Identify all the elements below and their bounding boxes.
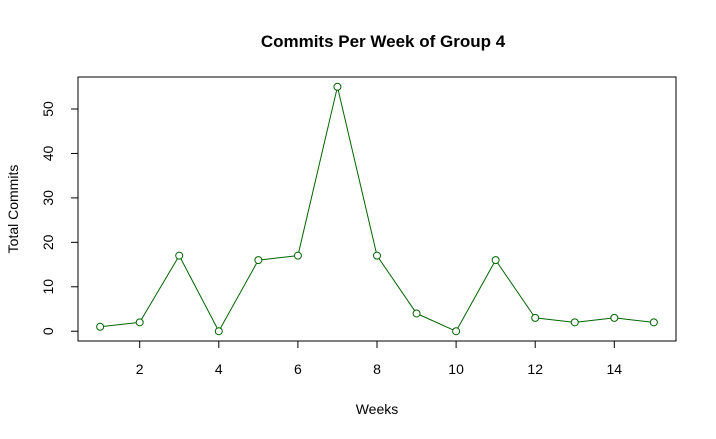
- data-point: [175, 251, 184, 260]
- y-tick-label: 40: [40, 145, 56, 161]
- series-line-segment: [497, 262, 534, 316]
- y-tick-label: 20: [40, 234, 56, 250]
- y-tick-label: 0: [40, 327, 56, 335]
- data-point: [452, 327, 461, 336]
- series-line-segment: [457, 262, 495, 329]
- series-line-segment: [180, 258, 218, 329]
- series-line-segment: [419, 314, 454, 331]
- y-tick-label: 10: [40, 279, 56, 295]
- series-line-segment: [220, 262, 258, 329]
- data-point: [531, 313, 540, 322]
- y-tick-label: 30: [40, 190, 56, 206]
- x-tick-label: 10: [448, 361, 464, 377]
- data-point: [135, 318, 144, 327]
- x-tick-label: 2: [136, 361, 144, 377]
- series-group: [96, 82, 658, 336]
- series-line-segment: [337, 90, 377, 253]
- x-tick-label: 12: [527, 361, 543, 377]
- x-tick-label: 4: [215, 361, 223, 377]
- data-point: [649, 318, 658, 327]
- y-axis: 0 10 20 30 40 50: [40, 101, 79, 335]
- series-line-segment: [103, 322, 137, 327]
- series-line-segment: [261, 255, 295, 261]
- series-line-segment: [378, 258, 415, 311]
- series-line-segment: [538, 317, 572, 323]
- series-line-segment: [298, 90, 338, 253]
- data-point: [610, 313, 619, 322]
- plot-frame: [77, 76, 677, 342]
- series-line-segment: [578, 317, 611, 323]
- y-axis-title: Total Commits: [5, 165, 21, 254]
- data-point: [293, 251, 302, 260]
- chart-title: Commits Per Week of Group 4: [261, 32, 506, 51]
- y-tick-label: 50: [40, 101, 56, 117]
- x-tick-label: 8: [373, 361, 381, 377]
- data-point: [96, 322, 105, 331]
- data-point: [373, 251, 381, 260]
- data-point: [570, 318, 579, 327]
- x-axis: 2 4 6 8 10 12 14: [136, 340, 623, 377]
- data-point: [333, 82, 342, 91]
- x-tick-label: 14: [607, 361, 623, 377]
- x-tick-label: 6: [294, 361, 302, 377]
- data-point: [412, 309, 421, 318]
- series-line-segment: [141, 258, 178, 320]
- data-point: [254, 256, 263, 265]
- data-point: [214, 327, 223, 336]
- data-point: [491, 256, 500, 265]
- x-axis-title: Weeks: [356, 401, 399, 417]
- series-line-segment: [617, 317, 651, 323]
